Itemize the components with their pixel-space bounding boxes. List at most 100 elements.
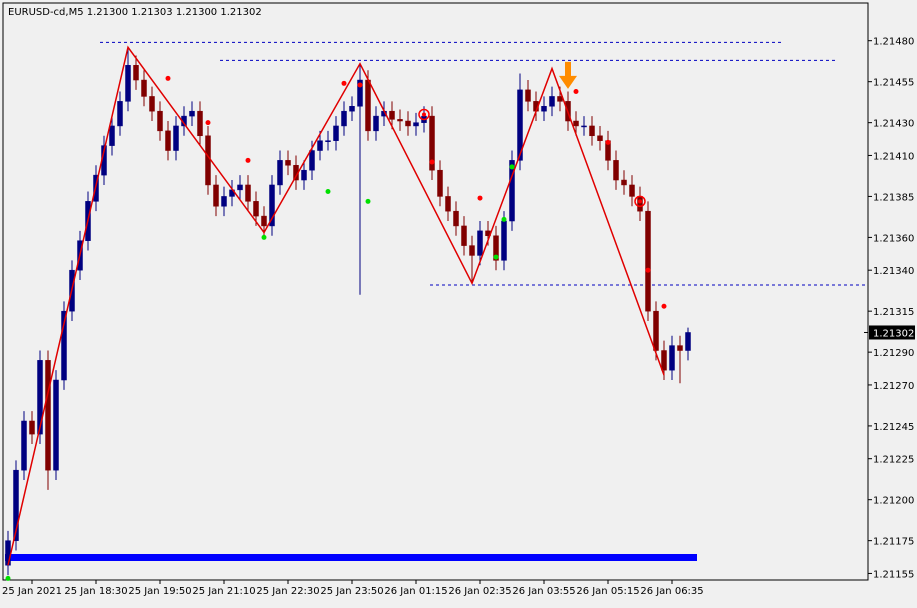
fractal-up <box>477 195 483 201</box>
x-tick-label: 25 Jan 18:30 <box>64 586 127 597</box>
x-tick-label: 26 Jan 01:15 <box>384 586 447 597</box>
fractal-up <box>341 80 347 86</box>
x-tick-label: 26 Jan 03:55 <box>512 586 575 597</box>
fractal-up <box>165 75 171 81</box>
candle-body <box>477 230 483 256</box>
candle-body <box>285 160 291 166</box>
candle-body <box>613 160 619 181</box>
candle-body <box>277 160 283 186</box>
candle-body <box>581 125 587 128</box>
candle-body <box>469 245 475 256</box>
fractal-up <box>429 159 435 165</box>
candle-body <box>589 125 595 137</box>
candle-body <box>165 130 171 151</box>
y-tick-label: 1.21270 <box>873 381 914 392</box>
candle-body <box>597 135 603 141</box>
candle-body <box>125 65 131 102</box>
candle-body <box>501 220 507 261</box>
candle-body <box>301 169 307 181</box>
y-tick-label: 1.21200 <box>873 496 914 507</box>
candle-body <box>21 420 27 471</box>
candle-body <box>389 110 395 120</box>
candle-body <box>405 120 411 127</box>
y-tick-label: 1.21410 <box>873 151 914 162</box>
x-tick-label: 25 Jan 23:50 <box>320 586 383 597</box>
fractal-down <box>501 216 507 222</box>
candle-body <box>237 184 243 191</box>
candle-body <box>509 160 515 222</box>
y-tick-label: 1.21245 <box>873 422 914 433</box>
candle-body <box>45 360 51 471</box>
y-tick-label: 1.21360 <box>873 233 914 244</box>
candle-body <box>221 196 227 207</box>
x-tick-label: 25 Jan 2021 <box>2 586 62 597</box>
x-tick-label: 25 Jan 22:30 <box>256 586 319 597</box>
target-marker <box>418 108 430 121</box>
candle-body <box>437 169 443 197</box>
x-tick-label: 26 Jan 06:35 <box>640 586 703 597</box>
candle-body <box>5 540 11 566</box>
candle-body <box>133 65 139 81</box>
candle-body <box>117 101 123 127</box>
y-tick-label: 1.21430 <box>873 119 914 130</box>
candle-body <box>549 96 555 107</box>
candle-body <box>173 125 179 151</box>
x-tick-label: 26 Jan 02:35 <box>448 586 511 597</box>
candle-body <box>269 184 275 227</box>
candle-body <box>429 115 435 171</box>
candle-body <box>413 122 419 127</box>
candle-body <box>365 79 371 132</box>
plot-frame <box>2 2 869 581</box>
indicator-bar <box>5 554 697 561</box>
candle-body <box>261 215 267 227</box>
candle-body <box>573 120 579 127</box>
candle-body <box>141 79 147 97</box>
candle-body <box>453 210 459 227</box>
y-tick-label: 1.21480 <box>873 37 914 48</box>
y-tick-label: 1.21175 <box>873 537 914 548</box>
chart-title: EURUSD-cd,M5 1.21300 1.21303 1.21300 1.2… <box>8 7 262 18</box>
candle-body <box>29 420 35 435</box>
fractal-up <box>357 82 363 88</box>
candle-body <box>357 79 363 107</box>
x-tick-label: 26 Jan 05:15 <box>576 586 639 597</box>
fractal-down <box>493 254 499 260</box>
candle-body <box>53 379 59 471</box>
candle-body <box>157 110 163 132</box>
candle-body <box>213 184 219 207</box>
candle-body <box>205 135 211 186</box>
target-center <box>638 199 642 204</box>
candle-body <box>197 110 203 137</box>
candle-body <box>685 332 691 351</box>
fractal-down <box>365 198 371 204</box>
candle-body <box>629 184 635 197</box>
x-tick-label: 25 Jan 19:50 <box>128 586 191 597</box>
fractal-up <box>205 120 211 126</box>
candle-body <box>637 196 643 212</box>
candle-body <box>541 106 547 112</box>
fractal-up <box>661 303 667 309</box>
candle-body <box>149 96 155 112</box>
candle-body <box>445 196 451 212</box>
y-tick-label: 1.21385 <box>873 192 914 203</box>
candle-body <box>109 125 115 146</box>
candle-body <box>493 235 499 261</box>
candle-body <box>61 310 67 381</box>
fractal-down <box>5 575 11 581</box>
y-tick-label: 1.21155 <box>873 569 914 580</box>
candle-body <box>661 350 667 371</box>
candle-body <box>517 89 523 161</box>
fractal-up <box>605 139 611 145</box>
y-tick-label: 1.21225 <box>873 455 914 466</box>
candle-body <box>621 179 627 186</box>
y-tick-label: 1.21315 <box>873 307 914 318</box>
candle-body <box>461 225 467 246</box>
x-tick-label: 25 Jan 21:10 <box>192 586 255 597</box>
candle-body <box>253 201 259 217</box>
candle-body <box>37 360 43 435</box>
candle-body <box>669 345 675 371</box>
candle-body <box>677 345 683 351</box>
y-tick-label: 1.21340 <box>873 266 914 277</box>
